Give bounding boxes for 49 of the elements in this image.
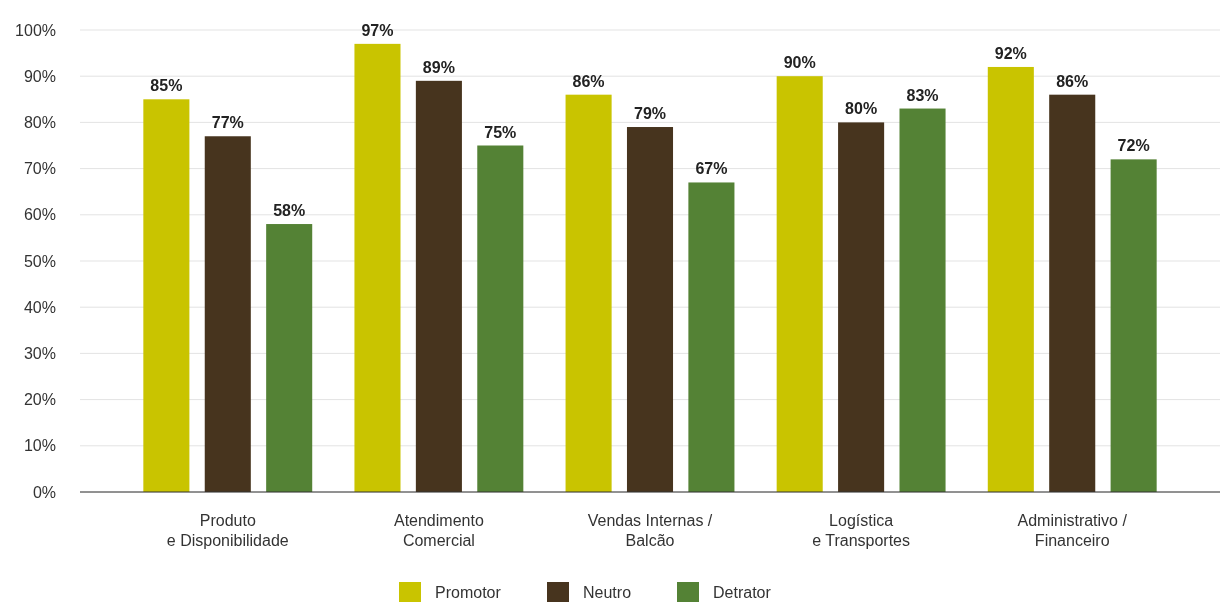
y-tick-label: 0% bbox=[32, 483, 56, 501]
y-tick-label: 20% bbox=[23, 391, 56, 409]
bar bbox=[477, 145, 524, 492]
y-tick-label: 30% bbox=[23, 345, 56, 362]
bar bbox=[415, 80, 462, 492]
bar bbox=[143, 99, 190, 492]
x-tick-label: Vendas Internas / Balcão bbox=[587, 512, 713, 549]
y-tick-label: 40% bbox=[23, 298, 56, 316]
bar bbox=[266, 224, 313, 492]
bar bbox=[204, 136, 251, 492]
text: 72% bbox=[1117, 137, 1150, 155]
y-tick-label: 10% bbox=[23, 437, 56, 455]
bar bbox=[899, 108, 946, 492]
bar bbox=[987, 66, 1034, 492]
x-tick-label: Atendimento Comercial bbox=[393, 512, 484, 549]
bar bbox=[626, 127, 674, 492]
text: 85% bbox=[150, 77, 183, 95]
text: 92% bbox=[994, 44, 1027, 62]
y-tick-label: 70% bbox=[23, 160, 56, 178]
bar bbox=[354, 43, 401, 492]
bar bbox=[776, 76, 823, 492]
y-tick-label: 50% bbox=[23, 252, 56, 270]
text: 83% bbox=[906, 86, 939, 104]
text: 67% bbox=[695, 160, 728, 178]
bar bbox=[1110, 159, 1157, 492]
text: 90% bbox=[783, 54, 816, 72]
text: 77% bbox=[211, 114, 244, 132]
legend-label: Promotor bbox=[435, 584, 502, 601]
legend-label: Detrator bbox=[713, 584, 772, 601]
y-tick-label: 100% bbox=[15, 21, 56, 39]
text: 86% bbox=[1056, 72, 1089, 90]
text: 75% bbox=[484, 123, 517, 141]
x-tick-label: Logística e Transportes bbox=[812, 512, 911, 549]
text: 89% bbox=[422, 58, 455, 76]
x-tick-label: Produto e Disponibilidade bbox=[166, 512, 289, 549]
bar bbox=[838, 122, 885, 492]
bar bbox=[688, 182, 735, 492]
text: 58% bbox=[273, 202, 306, 220]
y-tick-label: 60% bbox=[23, 206, 56, 224]
bar bbox=[1049, 94, 1096, 492]
text: 86% bbox=[572, 72, 605, 90]
text: 97% bbox=[361, 21, 394, 39]
y-tick-label: 90% bbox=[23, 67, 56, 85]
legend-label: Neutro bbox=[583, 584, 632, 601]
text: 79% bbox=[633, 105, 667, 123]
y-tick-label: 80% bbox=[23, 114, 56, 131]
bar bbox=[565, 94, 612, 492]
text: 80% bbox=[845, 100, 878, 118]
x-tick-label: Administrativo / Financeiro bbox=[1017, 512, 1128, 549]
